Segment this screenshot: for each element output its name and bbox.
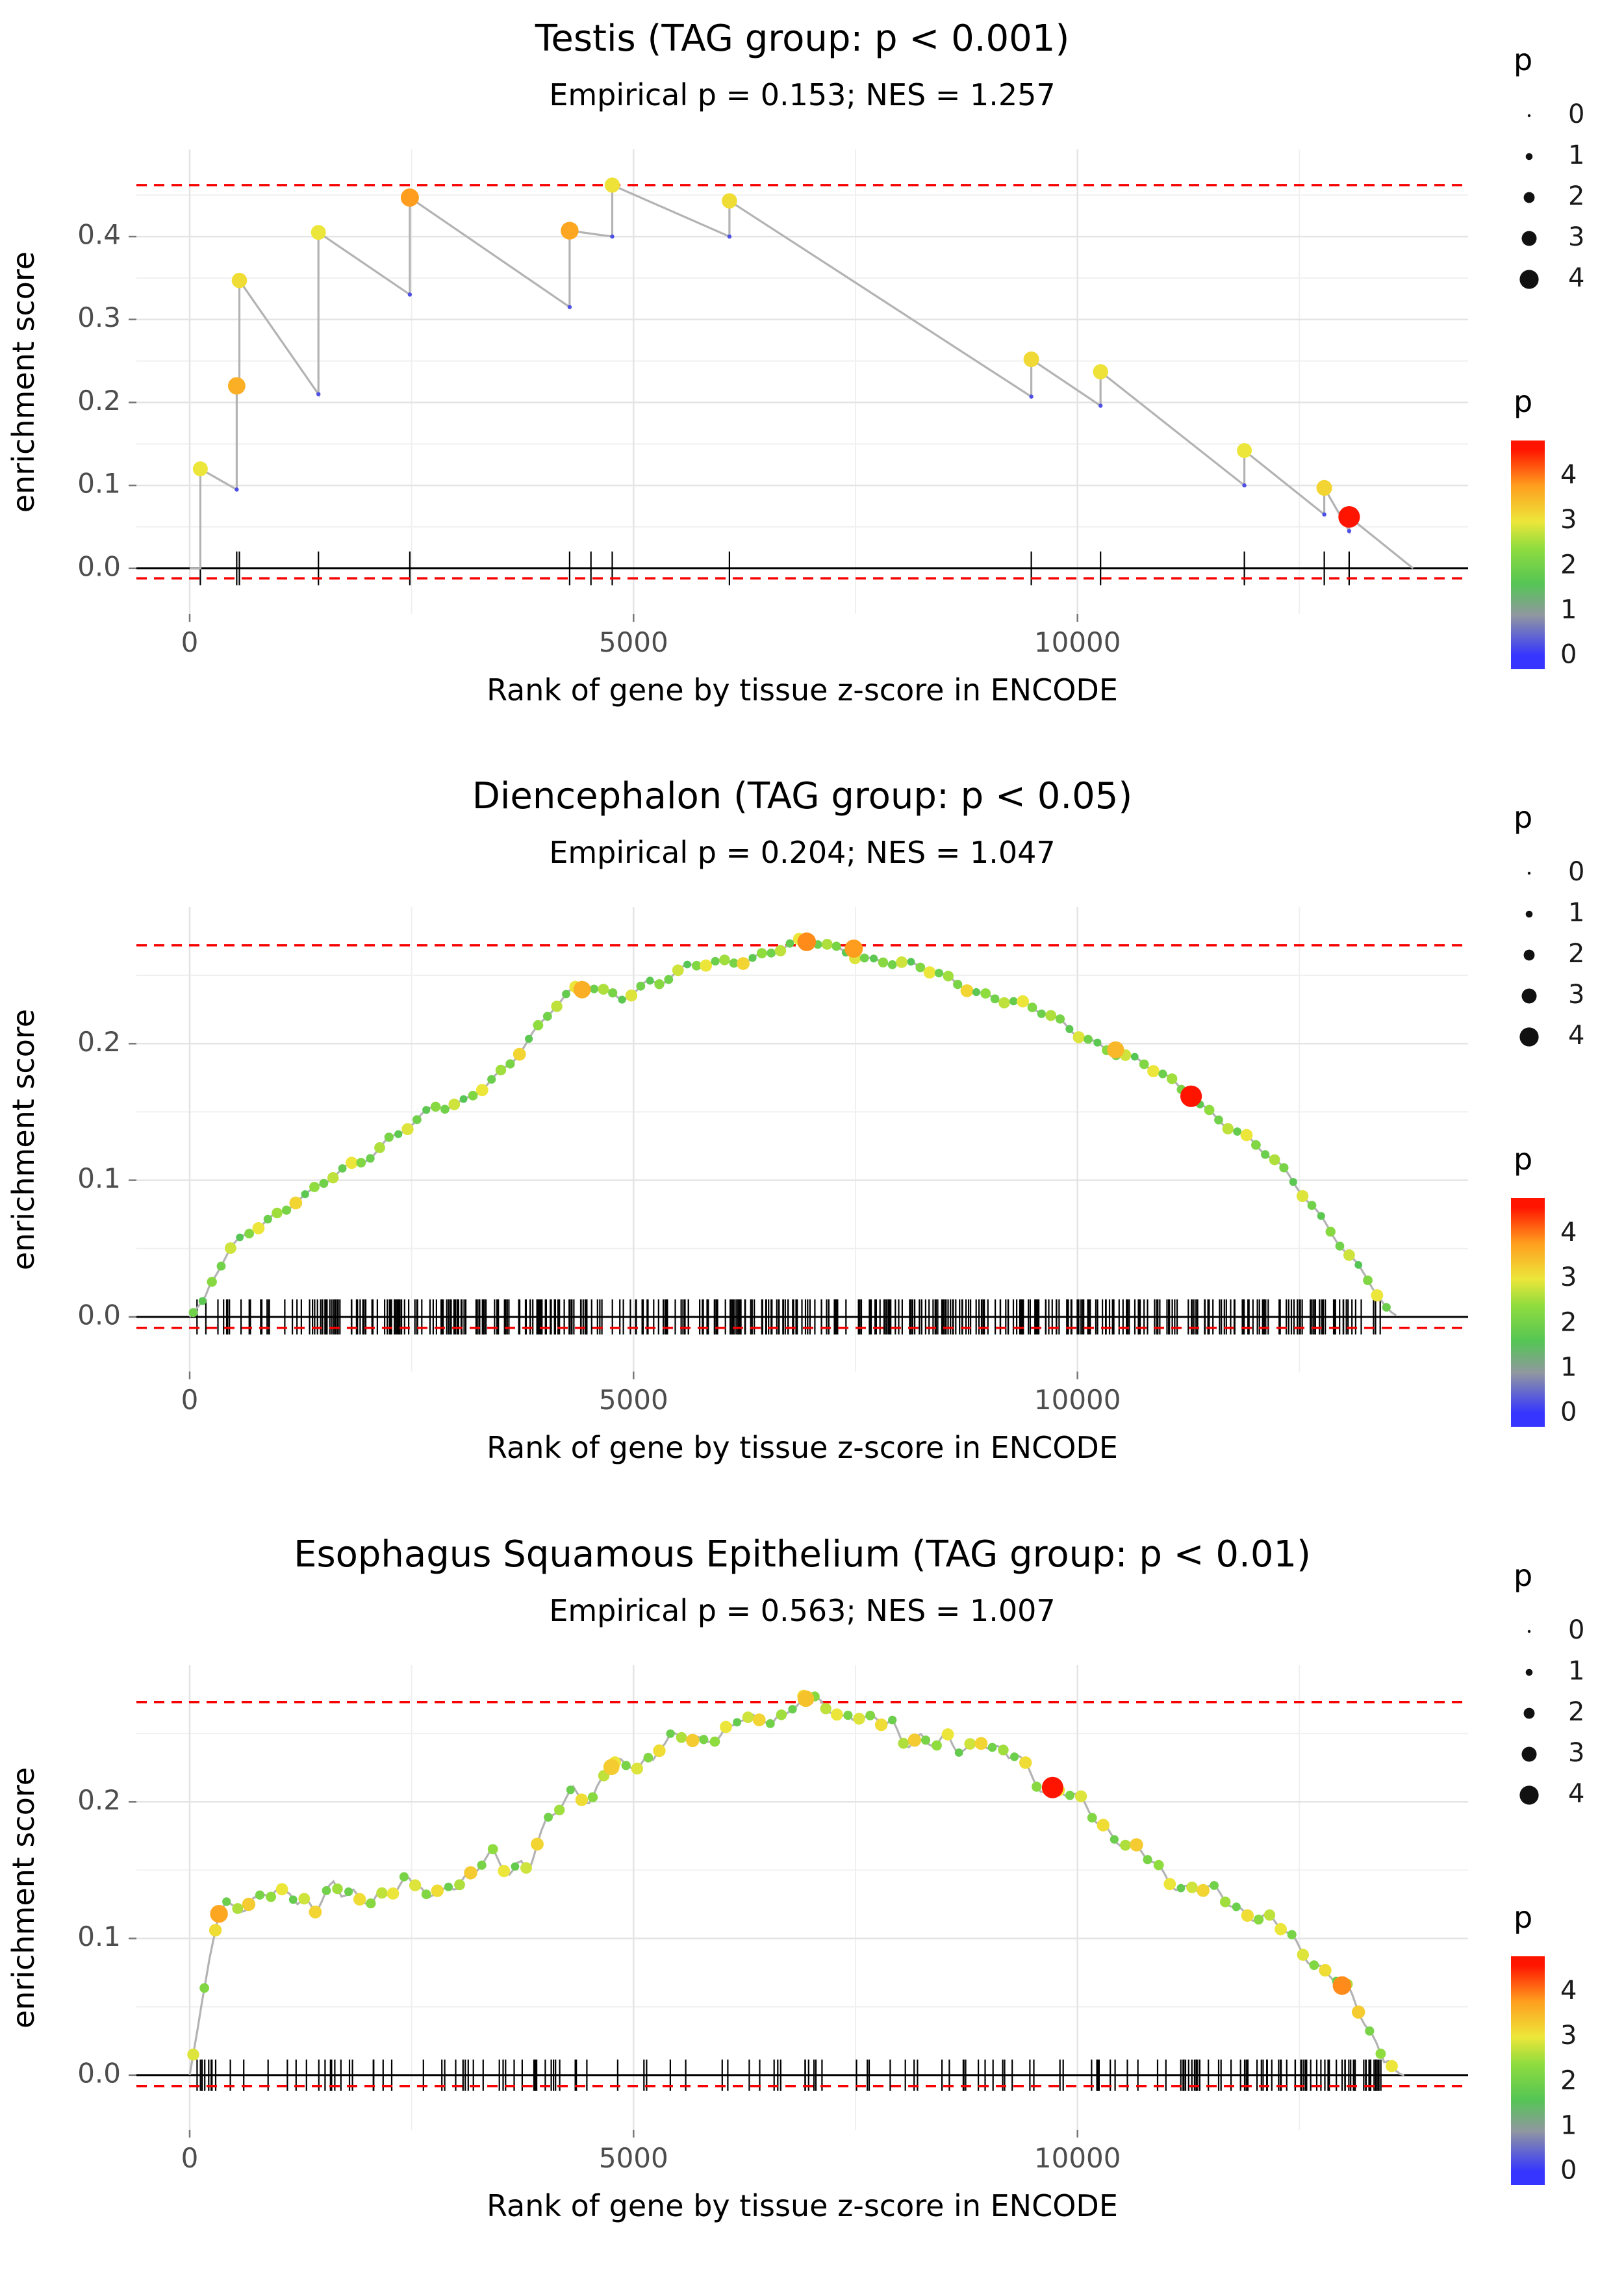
chart-layer-esophagus: 0 5000 10000 0.0 0.1 0.2 p 0 1 2 3 4 p 4 3 2 1 0 bbox=[77, 1558, 1584, 2185]
svg-text:0.0: 0.0 bbox=[77, 550, 121, 582]
y-axis-label: enrichment score bbox=[6, 1767, 41, 2028]
svg-text:p: p bbox=[1514, 800, 1532, 835]
svg-text:4: 4 bbox=[1568, 1779, 1584, 1809]
svg-text:0: 0 bbox=[181, 2142, 199, 2174]
svg-text:4: 4 bbox=[1568, 1021, 1584, 1051]
svg-text:4: 4 bbox=[1560, 460, 1577, 490]
svg-text:0: 0 bbox=[1560, 2155, 1577, 2185]
panel-title: Diencephalon (TAG group: p < 0.05) bbox=[472, 775, 1132, 817]
panel-title: Esophagus Squamous Epithelium (TAG group… bbox=[294, 1533, 1311, 1576]
svg-text:p: p bbox=[1514, 1142, 1532, 1177]
svg-text:3: 3 bbox=[1560, 1262, 1577, 1292]
svg-text:10000: 10000 bbox=[1034, 2142, 1121, 2174]
svg-text:1: 1 bbox=[1568, 1656, 1584, 1686]
svg-text:0.2: 0.2 bbox=[77, 1784, 121, 1816]
panel-diencephalon: 0 5000 10000 0.0 0.1 0.2 p 0 1 2 3 4 p 4 3 2 1 0 Dienceph… bbox=[6, 775, 1584, 1465]
svg-text:0.0: 0.0 bbox=[77, 1299, 121, 1331]
y-axis-label: enrichment score bbox=[6, 251, 41, 513]
svg-text:0: 0 bbox=[1560, 1397, 1577, 1427]
svg-text:3: 3 bbox=[1568, 980, 1584, 1010]
svg-text:1: 1 bbox=[1560, 2110, 1577, 2140]
svg-text:0.1: 0.1 bbox=[77, 1162, 121, 1194]
svg-text:10000: 10000 bbox=[1034, 1384, 1121, 1416]
svg-text:2: 2 bbox=[1568, 939, 1584, 969]
x-axis-label: Rank of gene by tissue z-score in ENCODE bbox=[487, 2188, 1118, 2223]
svg-text:0.4: 0.4 bbox=[77, 219, 121, 251]
svg-text:0.1: 0.1 bbox=[77, 468, 121, 500]
svg-text:0: 0 bbox=[1560, 639, 1577, 669]
svg-text:p: p bbox=[1514, 42, 1532, 77]
panel-esophagus: 0 5000 10000 0.0 0.1 0.2 p 0 1 2 3 4 p 4 3 2 1 0 Esophagu… bbox=[6, 1533, 1584, 2223]
svg-text:5000: 5000 bbox=[599, 1384, 668, 1416]
svg-text:p: p bbox=[1514, 1558, 1532, 1593]
panel-subtitle: Empirical p = 0.563; NES = 1.007 bbox=[549, 1593, 1055, 1628]
svg-text:0.0: 0.0 bbox=[77, 2057, 121, 2089]
svg-text:5000: 5000 bbox=[599, 626, 668, 658]
panel-subtitle: Empirical p = 0.204; NES = 1.047 bbox=[549, 835, 1055, 870]
svg-text:p: p bbox=[1514, 384, 1532, 419]
svg-text:2: 2 bbox=[1568, 1697, 1584, 1727]
svg-text:3: 3 bbox=[1560, 505, 1577, 535]
svg-text:3: 3 bbox=[1568, 1738, 1584, 1768]
svg-text:3: 3 bbox=[1568, 222, 1584, 252]
panel-testis: 0 5000 10000 0.0 0.1 0.2 0.3 0.4 p 0 1 2 3 4 p 4 3 2 1 0 Te… bbox=[6, 18, 1584, 708]
svg-text:0: 0 bbox=[181, 1384, 199, 1416]
svg-text:5000: 5000 bbox=[599, 2142, 668, 2174]
svg-text:0.2: 0.2 bbox=[77, 1026, 121, 1058]
svg-text:4: 4 bbox=[1560, 1976, 1577, 2006]
svg-text:p: p bbox=[1514, 1900, 1532, 1935]
svg-text:4: 4 bbox=[1568, 263, 1584, 293]
panel-subtitle: Empirical p = 0.153; NES = 1.257 bbox=[549, 77, 1055, 112]
chart-layer-testis: 0 5000 10000 0.0 0.1 0.2 0.3 0.4 p 0 1 2 3 4 p 4 3 2 1 0 bbox=[77, 42, 1584, 669]
svg-text:1: 1 bbox=[1560, 594, 1577, 624]
chart-layer-diencephalon: 0 5000 10000 0.0 0.1 0.2 p 0 1 2 3 4 p 4 3 2 1 0 bbox=[77, 800, 1584, 1427]
svg-text:0.1: 0.1 bbox=[77, 1921, 121, 1952]
svg-text:1: 1 bbox=[1568, 140, 1584, 170]
svg-text:3: 3 bbox=[1560, 2021, 1577, 2050]
x-axis-label: Rank of gene by tissue z-score in ENCODE bbox=[487, 672, 1118, 708]
svg-text:0: 0 bbox=[181, 626, 199, 658]
svg-text:2: 2 bbox=[1568, 181, 1584, 211]
svg-text:2: 2 bbox=[1560, 2065, 1577, 2095]
svg-text:0: 0 bbox=[1568, 857, 1584, 887]
svg-text:4: 4 bbox=[1560, 1218, 1577, 1247]
svg-text:2: 2 bbox=[1560, 550, 1577, 580]
panel-title: Testis (TAG group: p < 0.001) bbox=[535, 18, 1070, 60]
svg-text:0.2: 0.2 bbox=[77, 385, 121, 416]
svg-text:0: 0 bbox=[1568, 1615, 1584, 1645]
svg-text:0.3: 0.3 bbox=[77, 301, 121, 333]
svg-text:1: 1 bbox=[1560, 1352, 1577, 1382]
svg-text:10000: 10000 bbox=[1034, 626, 1121, 658]
svg-text:2: 2 bbox=[1560, 1307, 1577, 1337]
svg-text:0: 0 bbox=[1568, 99, 1584, 129]
svg-text:1: 1 bbox=[1568, 898, 1584, 928]
x-axis-label: Rank of gene by tissue z-score in ENCODE bbox=[487, 1430, 1118, 1465]
y-axis-label: enrichment score bbox=[6, 1009, 41, 1270]
